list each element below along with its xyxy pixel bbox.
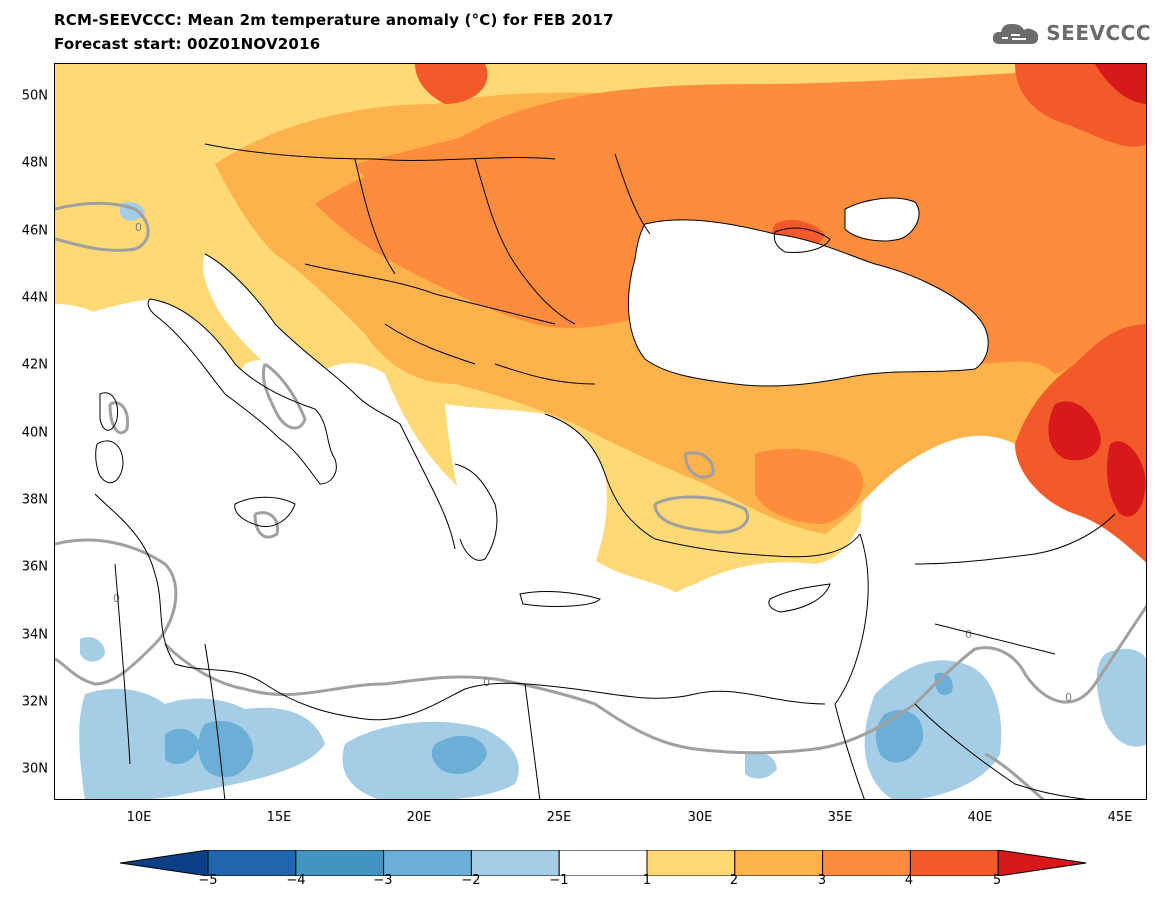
lat-tick-label: 38N <box>21 492 48 508</box>
lat-tick-label: 32N <box>21 694 48 710</box>
contour-label: 0 <box>113 592 120 605</box>
lat-tick-label: 36N <box>21 559 48 575</box>
map-title: RCM-SEEVCCC: Mean 2m temperature anomaly… <box>54 11 614 29</box>
contour-label: 0 <box>483 676 490 689</box>
forecast-start-label: Forecast start: 00Z01NOV2016 <box>54 35 321 53</box>
colorbar-cell <box>295 850 385 876</box>
zero-contours <box>55 201 1146 799</box>
colorbar-cell <box>383 850 472 876</box>
lat-tick-label: 48N <box>21 155 48 171</box>
colorbar-tick-label: −3 <box>373 873 393 888</box>
colorbar-tick-label: −2 <box>461 873 481 888</box>
logo-text: SEEVCCC <box>1046 21 1151 45</box>
colorbar-tick-label: −5 <box>198 873 218 888</box>
colorbar <box>120 850 1087 876</box>
coastlines-and-borders <box>94 143 1116 799</box>
seevccc-logo: SEEVCCC <box>990 18 1151 48</box>
lat-tick-label: 50N <box>21 88 48 104</box>
contour-label: 0 <box>965 628 972 641</box>
colorbar-cell <box>997 850 1087 876</box>
colorbar-cell <box>120 850 209 876</box>
lat-tick-label: 40N <box>21 425 48 441</box>
lat-tick-label: 30N <box>21 761 48 777</box>
lon-tick-label: 35E <box>827 810 853 825</box>
contour-label: 0 <box>135 221 142 234</box>
colorbar-tick-label: 5 <box>992 873 1002 888</box>
lat-tick-label: 46N <box>21 223 48 239</box>
contour-labels: 0 0 0 0 0 <box>113 221 1072 704</box>
sea-mask <box>55 198 989 720</box>
colorbar-tick-label: 3 <box>817 873 827 888</box>
colorbar-cell <box>558 850 648 876</box>
lon-tick-label: 20E <box>406 810 432 825</box>
lon-tick-label: 15E <box>266 810 292 825</box>
colorbar-cell <box>646 850 736 876</box>
colorbar-tick-label: 4 <box>904 873 914 888</box>
colorbar-tick-label: 2 <box>729 873 739 888</box>
colorbar-cell <box>909 850 999 876</box>
lon-tick-label: 30E <box>687 810 713 825</box>
colorbar-tick-label: −1 <box>549 873 569 888</box>
colorbar-tick-label: −4 <box>286 873 306 888</box>
lat-tick-label: 42N <box>21 357 48 373</box>
colorbar-cell <box>470 850 560 876</box>
colorbar-cell <box>822 850 911 876</box>
lon-tick-label: 10E <box>126 810 152 825</box>
lat-tick-label: 44N <box>21 290 48 306</box>
anomaly-map: 0 0 0 0 0 <box>54 63 1147 800</box>
map-canvas: 0 0 0 0 0 <box>55 64 1146 799</box>
lon-tick-label: 25E <box>546 810 572 825</box>
colorbar-cell <box>734 850 824 876</box>
lat-tick-label: 34N <box>21 627 48 643</box>
contour-label: 0 <box>1065 691 1072 704</box>
colorbar-cell <box>207 850 297 876</box>
lon-tick-label: 45E <box>1107 810 1133 825</box>
cloud-icon <box>993 23 1039 44</box>
lon-tick-label: 40E <box>967 810 993 825</box>
colorbar-tick-label: 1 <box>642 873 652 888</box>
